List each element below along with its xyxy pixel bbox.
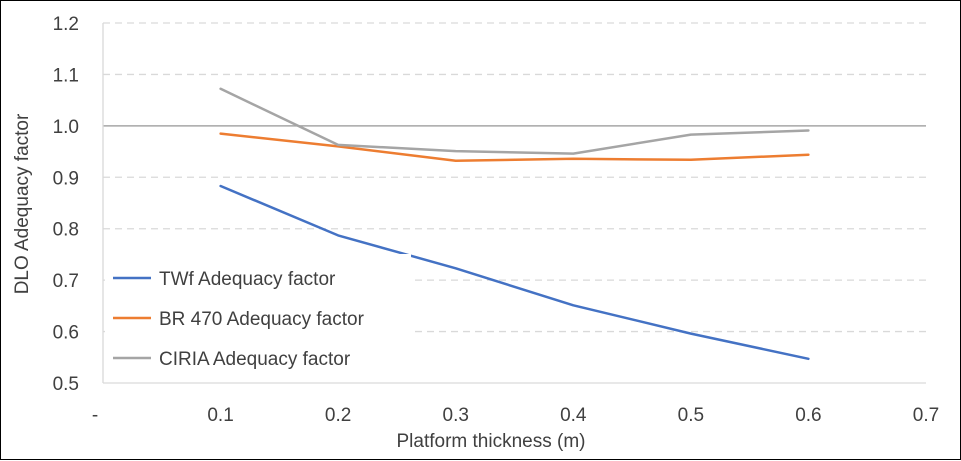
- series-line-1: [219, 132, 810, 163]
- series-line-0: [219, 184, 810, 361]
- x-tick-label: -: [92, 405, 98, 426]
- x-tick-label: 0.1: [207, 405, 233, 426]
- x-axis-title: Platform thickness (m): [397, 431, 586, 452]
- y-tick-label: 0.9: [53, 168, 79, 189]
- legend-label-1: BR 470 Adequacy factor: [159, 309, 365, 330]
- x-tick-label: 0.3: [443, 405, 469, 426]
- legend: TWf Adequacy factor BR 470 Adequacy facto…: [105, 254, 411, 376]
- x-tick-label: 0.4: [560, 405, 587, 426]
- legend-background: [105, 254, 411, 376]
- y-tick-label: 0.5: [53, 374, 79, 395]
- y-tick-label: 1.0: [53, 117, 79, 138]
- y-tick-label: 0.6: [53, 323, 79, 344]
- x-tick-label: 0.7: [913, 405, 939, 426]
- axes: 0.5 0.6 0.7 0.8 0.9 1.0 1.1 1.2 - 0.1 0.2 0.3 0.4 0.5…: [53, 14, 940, 426]
- x-tick-label: 0.2: [325, 405, 351, 426]
- series-lines: [219, 87, 810, 361]
- y-tick-label: 0.7: [53, 271, 79, 292]
- legend-label-0: TWf Adequacy factor: [159, 269, 336, 290]
- series-line-2: [219, 87, 810, 155]
- x-tick-label: 0.6: [795, 405, 821, 426]
- y-tick-label: 0.8: [53, 220, 79, 241]
- y-tick-label: 1.1: [53, 65, 79, 86]
- y-axis-title: DLO Adequacy factor: [12, 113, 33, 294]
- x-tick-label: 0.5: [678, 405, 704, 426]
- legend-label-2: CIRIA Adequacy factor: [159, 349, 351, 370]
- y-tick-label: 1.2: [53, 14, 79, 35]
